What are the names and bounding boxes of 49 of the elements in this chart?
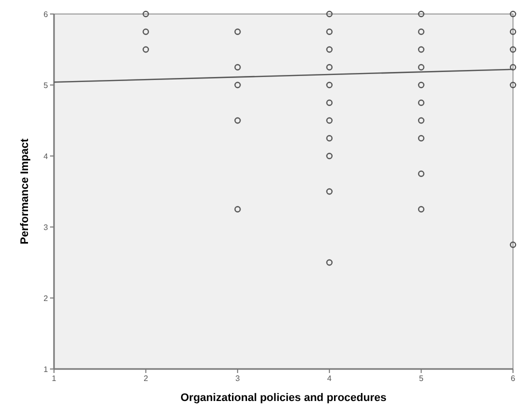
point xyxy=(418,46,424,53)
point xyxy=(418,135,424,142)
point xyxy=(326,152,333,160)
point xyxy=(326,100,333,106)
point xyxy=(326,46,333,53)
x-axis-title: Organizational policies and procedures xyxy=(180,392,386,404)
point xyxy=(142,46,149,53)
point xyxy=(510,10,516,18)
point xyxy=(418,117,424,124)
y-tick-label: 2 xyxy=(44,294,49,303)
point xyxy=(326,64,333,70)
point xyxy=(418,28,424,35)
point xyxy=(326,135,333,142)
y-axis-title: Performance Impact xyxy=(19,138,31,244)
point xyxy=(326,10,333,18)
point xyxy=(510,64,516,70)
point xyxy=(326,259,333,266)
point xyxy=(234,82,241,88)
point xyxy=(418,10,424,18)
point xyxy=(326,117,333,124)
y-tick-label: 5 xyxy=(44,81,49,90)
x-tick-label: 6 xyxy=(510,374,516,383)
point xyxy=(418,206,424,212)
point xyxy=(510,46,516,53)
point xyxy=(234,117,241,124)
point xyxy=(234,28,241,35)
point xyxy=(418,82,424,88)
x-tick-label: 3 xyxy=(235,374,240,383)
y-tick-label: 6 xyxy=(44,10,49,19)
x-tick-label: 2 xyxy=(144,374,149,383)
point xyxy=(326,82,333,88)
x-tick-label: 1 xyxy=(52,374,57,383)
y-tick-label: 4 xyxy=(44,152,49,161)
point xyxy=(326,28,333,35)
point xyxy=(234,64,241,70)
y-tick-label: 1 xyxy=(44,365,49,374)
y-tick-label: 3 xyxy=(44,223,49,232)
point xyxy=(418,100,424,106)
point xyxy=(326,188,333,195)
point xyxy=(510,242,516,248)
point xyxy=(142,28,149,35)
point xyxy=(418,170,424,177)
point xyxy=(142,10,149,18)
point xyxy=(510,28,516,35)
point xyxy=(234,206,241,212)
x-tick-label: 4 xyxy=(327,374,332,383)
x-tick-label: 5 xyxy=(418,374,424,383)
point xyxy=(510,82,516,88)
point xyxy=(418,64,424,70)
